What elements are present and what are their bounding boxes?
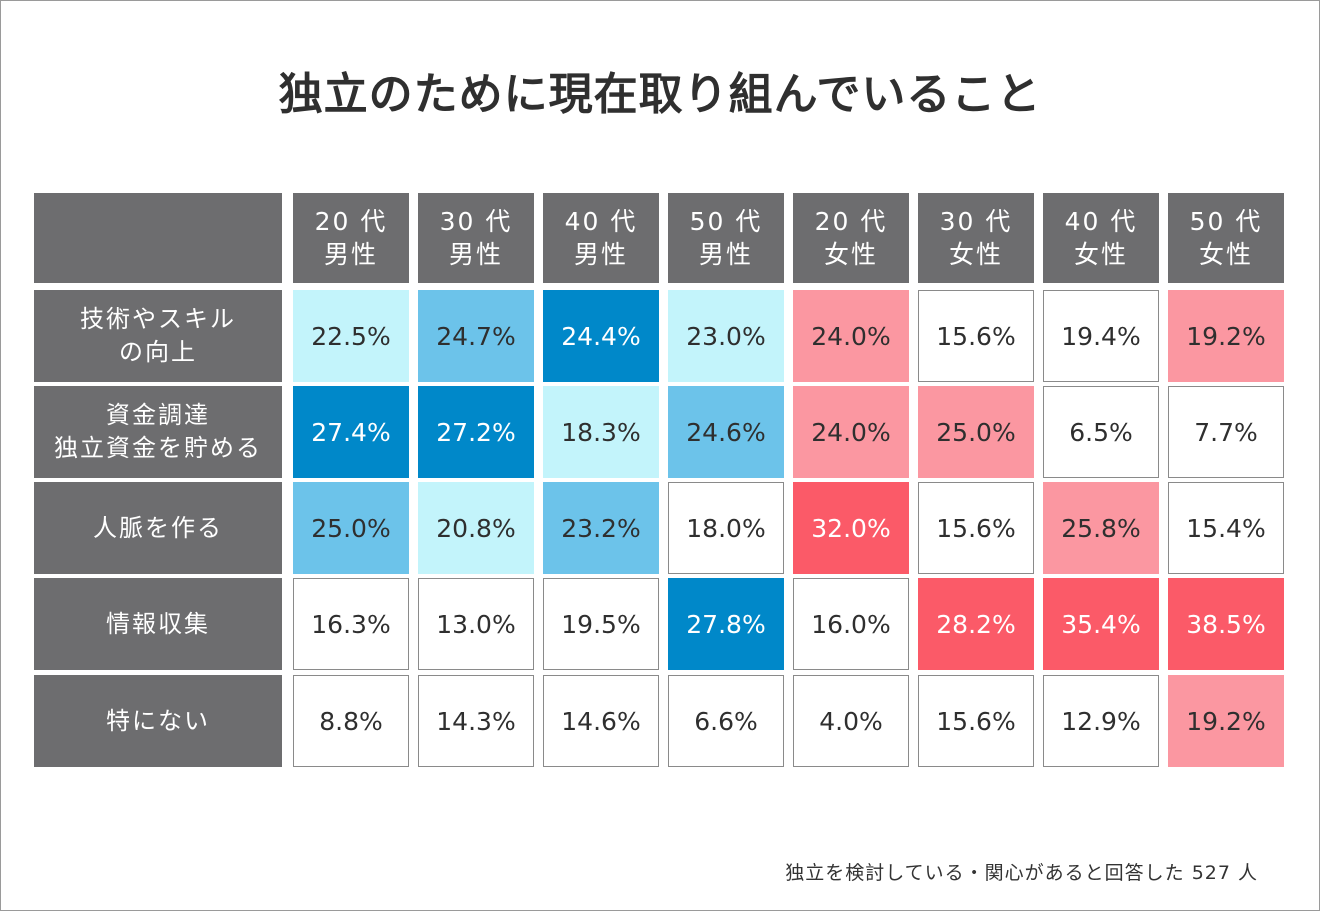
value-cell: 18.0% bbox=[668, 482, 784, 574]
value-cell: 15.6% bbox=[918, 675, 1034, 767]
value-cell: 15.6% bbox=[918, 482, 1034, 574]
value-cell: 24.6% bbox=[668, 386, 784, 478]
value-cell: 23.0% bbox=[668, 290, 784, 382]
column-header: 30 代男性 bbox=[418, 193, 534, 283]
value-cell: 16.3% bbox=[293, 578, 409, 670]
column-header-age: 50 代 bbox=[1189, 207, 1263, 236]
value-cell: 27.2% bbox=[418, 386, 534, 478]
column-header: 50 代男性 bbox=[668, 193, 784, 283]
row-label: 特にない bbox=[34, 675, 282, 767]
column-header: 30 代女性 bbox=[918, 193, 1034, 283]
corner-header bbox=[34, 193, 282, 283]
column-header: 40 代男性 bbox=[543, 193, 659, 283]
value-cell: 6.5% bbox=[1043, 386, 1159, 478]
value-cell: 14.3% bbox=[418, 675, 534, 767]
column-header-age: 50 代 bbox=[689, 207, 763, 236]
column-header-age: 40 代 bbox=[1064, 207, 1138, 236]
value-cell: 6.6% bbox=[668, 675, 784, 767]
value-cell: 24.4% bbox=[543, 290, 659, 382]
value-cell: 14.6% bbox=[543, 675, 659, 767]
column-header: 50 代女性 bbox=[1168, 193, 1284, 283]
value-cell: 24.0% bbox=[793, 386, 909, 478]
column-header-age: 30 代 bbox=[939, 207, 1013, 236]
column-header-age: 40 代 bbox=[564, 207, 638, 236]
value-cell: 38.5% bbox=[1168, 578, 1284, 670]
column-header: 20 代男性 bbox=[293, 193, 409, 283]
label-line: 資金調達 bbox=[106, 401, 210, 429]
value-cell: 4.0% bbox=[793, 675, 909, 767]
value-cell: 24.0% bbox=[793, 290, 909, 382]
column-header-gender: 女性 bbox=[1198, 240, 1253, 269]
value-cell: 28.2% bbox=[918, 578, 1034, 670]
chart-title: 独立のために現在取り組んでいること bbox=[278, 69, 1042, 120]
label-line: 人脈を作る bbox=[93, 513, 223, 542]
row-label: 技術やスキル の向上 bbox=[34, 290, 282, 382]
label-line: 情報収集 bbox=[106, 609, 210, 638]
column-header-gender: 男性 bbox=[323, 240, 378, 269]
value-cell: 35.4% bbox=[1043, 578, 1159, 670]
column-header-gender: 女性 bbox=[823, 240, 878, 269]
value-cell: 25.0% bbox=[293, 482, 409, 574]
value-cell: 19.2% bbox=[1168, 290, 1284, 382]
label-line: 独立資金を貯める bbox=[54, 434, 262, 462]
row-label: 資金調達独立資金を貯める bbox=[34, 386, 282, 478]
value-cell: 27.8% bbox=[668, 578, 784, 670]
value-cell: 19.5% bbox=[543, 578, 659, 670]
row-label: 人脈を作る bbox=[34, 482, 282, 574]
label-line: の向上 bbox=[119, 338, 197, 366]
value-cell: 18.3% bbox=[543, 386, 659, 478]
value-cell: 15.6% bbox=[918, 290, 1034, 382]
row-label: 情報収集 bbox=[34, 578, 282, 670]
value-cell: 19.2% bbox=[1168, 675, 1284, 767]
value-cell: 19.4% bbox=[1043, 290, 1159, 382]
value-cell: 8.8% bbox=[293, 675, 409, 767]
column-header-gender: 女性 bbox=[1073, 240, 1128, 269]
column-header-gender: 男性 bbox=[573, 240, 628, 269]
column-header: 40 代女性 bbox=[1043, 193, 1159, 283]
column-header-age: 20 代 bbox=[314, 207, 388, 236]
value-cell: 27.4% bbox=[293, 386, 409, 478]
value-cell: 25.8% bbox=[1043, 482, 1159, 574]
value-cell: 16.0% bbox=[793, 578, 909, 670]
value-cell: 13.0% bbox=[418, 578, 534, 670]
value-cell: 25.0% bbox=[918, 386, 1034, 478]
value-cell: 7.7% bbox=[1168, 386, 1284, 478]
column-header-gender: 男性 bbox=[698, 240, 753, 269]
label-line: 特にない bbox=[106, 706, 210, 735]
footnote: 独立を検討している・関心があると回答した 527 人 bbox=[785, 862, 1258, 884]
value-cell: 22.5% bbox=[293, 290, 409, 382]
column-header: 20 代女性 bbox=[793, 193, 909, 283]
label-line: 技術やスキル bbox=[80, 305, 236, 333]
column-header-age: 30 代 bbox=[439, 207, 513, 236]
column-header-gender: 女性 bbox=[948, 240, 1003, 269]
value-cell: 20.8% bbox=[418, 482, 534, 574]
value-cell: 23.2% bbox=[543, 482, 659, 574]
value-cell: 24.7% bbox=[418, 290, 534, 382]
value-cell: 12.9% bbox=[1043, 675, 1159, 767]
value-cell: 32.0% bbox=[793, 482, 909, 574]
value-cell: 15.4% bbox=[1168, 482, 1284, 574]
column-header-age: 20 代 bbox=[814, 207, 888, 236]
column-header-gender: 男性 bbox=[448, 240, 503, 269]
